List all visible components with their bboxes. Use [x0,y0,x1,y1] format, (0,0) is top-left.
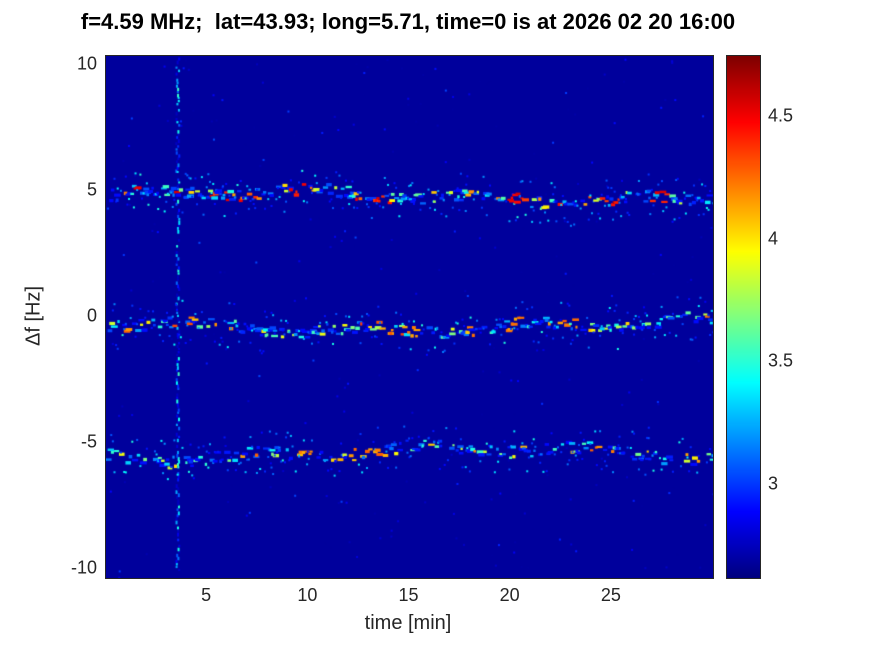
y-tick-label: 10 [76,53,97,74]
colorbar-tick-label: 3.5 [768,350,794,371]
colorbar-gradient [727,56,760,578]
x-tick-label: 15 [398,585,419,605]
spectrogram-canvas [106,56,713,578]
plot-title: f=4.59 MHz; lat=43.93; long=5.71, time=0… [80,9,736,34]
colorbar-tick-label: 3 [768,473,779,494]
y-tick-label: 5 [86,179,97,200]
y-tick-label: 0 [86,305,97,326]
x-axis-label: time [min] [364,612,452,634]
x-tick-label: 20 [499,585,520,605]
colorbar [726,55,761,579]
x-tick-label: 25 [600,585,621,605]
colorbar-tick-label: 4 [768,228,779,249]
y-tick-label: -10 [70,557,97,578]
x-tick-label: 5 [201,585,212,605]
colorbar-tick-label: 4.5 [768,105,794,126]
heatmap-plot-area [105,55,714,579]
y-tick-label: -5 [80,431,97,452]
x-tick-label: 10 [297,585,318,605]
